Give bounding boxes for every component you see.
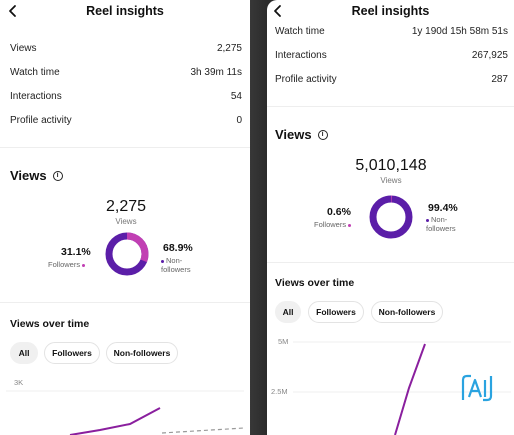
stat-value: 54 [230,90,242,102]
stat-label: Views [10,42,37,54]
pill-all[interactable]: All [275,301,301,323]
nonfollowers-label: Non- followers [161,256,191,274]
stat-label: Watch time [275,25,325,37]
stat-value: 267,925 [471,49,508,61]
pill-followers[interactable]: Followers [44,342,100,364]
stat-label: Profile activity [10,114,72,126]
divider [0,302,250,303]
stat-label: Watch time [10,66,60,78]
stat-row-profile-activity: Profile activity 287 [275,71,508,87]
header: Reel insights [267,0,514,24]
followers-dot [82,263,86,267]
followers-pct: 31.1% [61,246,91,258]
followers-dot [348,223,352,227]
stat-label: Interactions [275,49,327,61]
nonfollowers-label-text-2: followers [426,224,456,233]
reel-insights-panel-left: Reel insights Views 2,275 Watch time 3h … [0,0,250,435]
views-title-text: Views [10,168,47,183]
views-title-text: Views [275,127,312,142]
views-section-title: Views i [10,168,63,183]
stat-label: Profile activity [275,73,337,85]
donut-segment-nonfollowers [369,195,413,239]
reel-insights-panel-right: Reel insights Watch time 1y 190d 15h 58m… [267,0,514,435]
stat-value: 0 [236,114,242,126]
back-chevron-icon[interactable] [271,4,285,18]
stat-value: 1y 190d 15h 58m 51s [411,25,508,37]
views-total: 2,275 [105,198,147,215]
views-donut-chart [369,195,413,239]
page-title: Reel insights [86,4,164,18]
stat-row-interactions: Interactions 267,925 [275,47,508,63]
divider [267,262,514,263]
views-line [394,343,426,435]
y-tick-3k: 3K [14,378,24,387]
artinwebs-wordmark: ArtinWebs [448,402,508,416]
artinwebs-logo: ArtinWebs [447,372,509,432]
views-over-time-chart [6,390,245,435]
page-title: Reel insights [351,4,430,18]
y-tick-2-5m: 2.5M [271,387,288,396]
stat-value: 2,275 [216,42,242,54]
info-icon[interactable]: i [317,129,328,140]
average-dashed-line [161,427,245,434]
header: Reel insights [0,0,250,24]
nonfollowers-label: Non- followers [426,215,456,233]
stat-row-views: Views 2,275 [10,40,242,56]
followers-label: Followers [48,260,86,269]
nonfollowers-label-text-2: followers [161,265,191,274]
views-over-time-title: Views over time [275,277,355,289]
pill-non-followers[interactable]: Non-followers [106,342,178,364]
nonfollowers-pct: 68.9% [163,242,193,254]
stat-row-watch-time: Watch time 3h 39m 11s [10,64,242,80]
pill-followers[interactable]: Followers [308,301,364,323]
divider [0,147,250,148]
views-over-time-title: Views over time [10,318,90,330]
back-chevron-icon[interactable] [6,4,20,18]
donut-segment-followers [369,195,413,239]
views-line [69,407,161,435]
followers-pct: 0.6% [327,206,351,218]
y-tick-5m: 5M [278,337,289,346]
followers-label: Followers [314,220,352,229]
artinwebs-logo-icon [461,374,493,402]
followers-label-text: Followers [314,220,347,229]
stat-value: 287 [491,73,508,85]
donut-segment-followers [105,232,149,276]
stat-row-profile-activity: Profile activity 0 [10,112,242,128]
pill-non-followers[interactable]: Non-followers [371,301,443,323]
info-icon[interactable]: i [52,170,63,181]
views-total-label: Views [380,176,402,185]
pill-all[interactable]: All [10,342,38,364]
views-total-label: Views [115,217,137,226]
nonfollowers-label-text-1: Non- [431,215,448,224]
views-section-title: Views i [275,127,328,142]
stat-row-interactions: Interactions 54 [10,88,242,104]
followers-label-text: Followers [48,260,81,269]
nonfollowers-dot [161,259,164,263]
views-donut-chart [105,232,149,276]
stat-row-watch-time: Watch time 1y 190d 15h 58m 51s [275,23,508,39]
stat-label: Interactions [10,90,62,102]
nonfollowers-pct: 99.4% [428,202,458,214]
nonfollowers-label-text-1: Non- [166,256,183,265]
stat-value: 3h 39m 11s [190,66,242,78]
nonfollowers-dot [426,218,429,222]
views-total: 5,010,148 [355,157,427,174]
divider [267,106,514,107]
